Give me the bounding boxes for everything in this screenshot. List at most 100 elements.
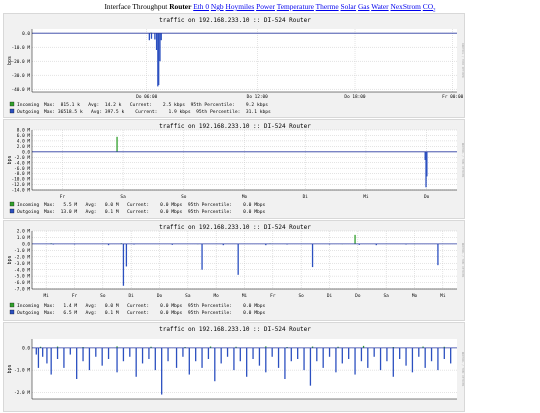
graph-monthly: traffic on 192.168.233.10 :: DI-524 Rout…	[3, 220, 465, 321]
y-tick-label: -30.0 M	[11, 73, 30, 79]
outgoing-bar	[303, 347, 305, 371]
co2-subscript: 2	[433, 8, 436, 14]
y-tick-label: -10.0 M	[11, 45, 30, 51]
outgoing-bar	[222, 243, 224, 246]
outgoing-bar	[290, 347, 292, 362]
x-tick-label: Fr	[60, 194, 66, 200]
x-tick-label: Mi	[440, 293, 446, 299]
nav-link-therme[interactable]: Therme	[315, 2, 339, 11]
x-tick-label: Do 18:00	[344, 94, 366, 100]
graph-2-svg: traffic on 192.168.233.10 :: DI-524 Rout…	[7, 224, 465, 316]
outgoing-bar	[277, 347, 280, 368]
incoming-swatch	[9, 201, 15, 207]
y-tick-label: -7.0 M	[14, 287, 30, 293]
nav-link-co2[interactable]: CO2	[423, 2, 436, 14]
graph-daily: traffic on 192.168.233.10 :: DI-524 Rout…	[3, 13, 465, 118]
x-tick-label: Di	[327, 293, 333, 299]
nav-link-temperature[interactable]: Temperature	[276, 2, 314, 11]
x-tick-label: Fr	[270, 293, 276, 299]
y-tick-label: 2.0 M	[17, 144, 31, 150]
y-tick-label: -5.0 M	[14, 274, 30, 280]
nav-link-solar[interactable]: Solar	[340, 2, 357, 11]
outgoing-bar	[437, 243, 439, 266]
outgoing-bar	[116, 347, 118, 373]
outgoing-bar	[76, 347, 78, 379]
outgoing-bar	[239, 347, 241, 362]
y-tick-label: -10.0 M	[11, 177, 30, 183]
graph-title: traffic on 192.168.233.10 :: DI-524 Rout…	[159, 17, 311, 24]
outgoing-bar	[214, 347, 216, 382]
x-tick-label: Di	[303, 194, 309, 200]
outgoing-bar	[367, 347, 369, 368]
incoming-legend-name: Incoming	[17, 303, 39, 309]
outgoing-bar	[392, 347, 394, 377]
outgoing-bar	[188, 347, 190, 375]
incoming-bar	[362, 345, 365, 348]
x-tick-label: Mi	[44, 293, 50, 299]
outgoing-bar	[195, 347, 197, 362]
outgoing-legend-name: Outgoing	[17, 109, 39, 115]
incoming-legend-name: Incoming	[17, 202, 39, 208]
graph-0-svg: traffic on 192.168.233.10 :: DI-524 Rout…	[7, 17, 465, 115]
outgoing-bar	[201, 347, 203, 368]
y-tick-label: -20.0 M	[11, 59, 30, 65]
nav-link-gas[interactable]: Gas	[357, 2, 370, 11]
incoming-bar	[56, 346, 59, 348]
outgoing-bar	[35, 347, 37, 355]
outgoing-bar	[201, 243, 203, 270]
outgoing-bar	[155, 33, 158, 50]
outgoing-bar	[237, 243, 239, 275]
incoming-bar	[116, 136, 118, 152]
graph-weekly: traffic on 192.168.233.10 :: DI-524 Rout…	[3, 119, 465, 219]
nav-link-water[interactable]: Water	[371, 2, 389, 11]
x-tick-label: Sa	[185, 293, 191, 299]
outgoing-bar	[46, 347, 48, 364]
y-tick-label: -12.0 M	[11, 182, 30, 188]
nav-link-nexstrom[interactable]: NexStrom	[390, 2, 421, 11]
outgoing-bar	[148, 33, 150, 41]
outgoing-bar	[399, 347, 401, 359]
outgoing-bar	[101, 347, 103, 366]
outgoing-legend-name: Outgoing	[17, 310, 39, 316]
nav-current-router: Router	[169, 2, 192, 11]
x-tick-label: Mi	[363, 194, 369, 200]
y-tick-label: 0.0	[22, 149, 30, 155]
y-tick-label: -3.0 M	[14, 261, 30, 267]
nav-link-hoymiles[interactable]: Hoymiles	[225, 2, 255, 11]
outgoing-bar	[154, 347, 156, 371]
outgoing-bar	[311, 243, 314, 268]
y-tick-label: -14.0 M	[11, 188, 30, 194]
y-tick-label: -4.0 M	[14, 267, 30, 273]
outgoing-bar	[265, 243, 267, 246]
outgoing-swatch	[9, 208, 15, 214]
outgoing-bar	[386, 347, 388, 362]
y-tick-label: -2.0 M	[14, 254, 30, 260]
outgoing-bar	[258, 347, 261, 366]
incoming-bar	[354, 234, 356, 244]
outgoing-bar	[450, 347, 452, 364]
y-tick-label: -40.0 M	[11, 87, 30, 93]
nav-link-power[interactable]: Power	[256, 2, 275, 11]
outgoing-bar	[358, 243, 360, 245]
outgoing-bar	[405, 347, 407, 366]
graph-title: traffic on 192.168.233.10 :: DI-524 Rout…	[159, 224, 311, 231]
x-tick-label: Do	[424, 194, 430, 200]
incoming-legend-stats: Max: 1.4 M Avg: 0.0 M Current: 0.0 Mbps …	[44, 303, 265, 309]
outgoing-bar	[207, 347, 210, 359]
x-tick-label: Do 06:00	[136, 94, 158, 100]
nav-link-ngb[interactable]: Ngb	[210, 2, 224, 11]
outgoing-swatch	[9, 108, 15, 114]
outgoing-bar	[129, 347, 131, 357]
x-tick-label: So	[181, 194, 187, 200]
nav-link-eth0[interactable]: Eth 0	[193, 2, 210, 11]
outgoing-bar	[157, 33, 159, 87]
outgoing-bar	[426, 151, 428, 177]
outgoing-bar	[88, 347, 91, 371]
outgoing-bar	[430, 347, 433, 362]
x-tick-label: Mo	[242, 194, 248, 200]
x-tick-label: Do 12:00	[247, 94, 269, 100]
outgoing-bar	[50, 347, 52, 375]
outgoing-bar	[150, 33, 153, 39]
incoming-bar	[116, 346, 118, 348]
outgoing-bar	[167, 347, 169, 362]
